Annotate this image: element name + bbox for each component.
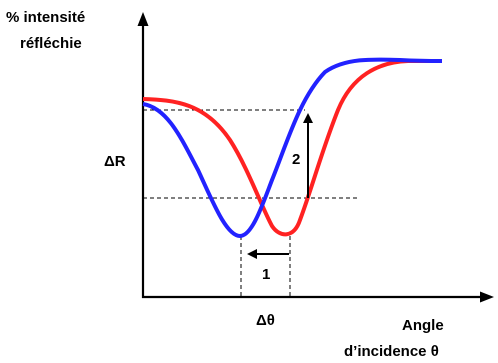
step-2-label: 2	[292, 151, 300, 168]
x-axis-label-line2: d’incidence θ	[344, 343, 439, 360]
y-axis-label-line1: % intensité	[6, 9, 85, 26]
y-axis-label-line2: réfléchie	[20, 35, 82, 52]
x-axis-label-line1: Angle	[402, 317, 444, 334]
x-axis-arrow-icon	[480, 291, 494, 303]
step-1-label: 1	[262, 266, 270, 283]
blue-curve	[142, 57, 443, 239]
delta-theta-label: Δθ	[256, 312, 275, 329]
y-axis-arrow-icon	[137, 12, 149, 26]
delta-r-label: ΔR	[104, 153, 126, 170]
